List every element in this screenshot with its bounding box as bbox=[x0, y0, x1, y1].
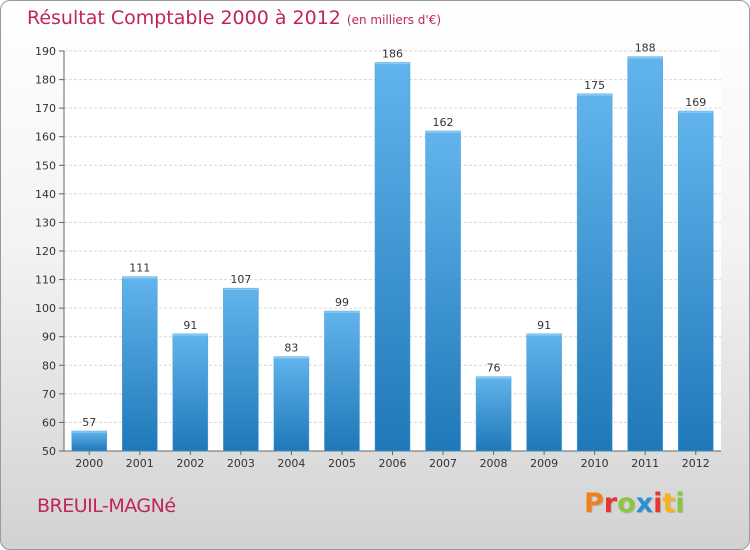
y-tick-label: 100 bbox=[35, 302, 56, 315]
bar-2007 bbox=[425, 130, 461, 452]
bar-2011 bbox=[627, 56, 663, 452]
logo-letter: r bbox=[603, 488, 618, 519]
bar-2003 bbox=[223, 287, 259, 452]
title-text: Résultat Comptable 2000 à 2012 bbox=[27, 7, 341, 29]
logo-letter: i bbox=[653, 488, 663, 519]
x-tick-label: 2004 bbox=[277, 457, 305, 470]
y-tick-label: 130 bbox=[35, 216, 56, 229]
y-tick-label: 80 bbox=[42, 359, 56, 372]
data-label: 188 bbox=[635, 42, 656, 55]
x-tick-label: 2006 bbox=[379, 457, 407, 470]
data-label: 107 bbox=[230, 273, 251, 286]
x-tick-label: 2005 bbox=[328, 457, 356, 470]
commune-name: BREUIL-MAGNé bbox=[37, 495, 176, 517]
y-tick-label: 170 bbox=[35, 102, 56, 115]
logo-letter: x bbox=[635, 488, 654, 519]
y-tick-label: 70 bbox=[42, 388, 56, 401]
x-tick-label: 2000 bbox=[75, 457, 103, 470]
data-label: 162 bbox=[433, 116, 454, 129]
proxiti-logo: Proxiti bbox=[584, 488, 685, 519]
y-tick-label: 190 bbox=[35, 45, 56, 58]
data-label: 175 bbox=[584, 79, 605, 92]
logo-letter: t bbox=[662, 488, 676, 519]
y-tick-label: 140 bbox=[35, 188, 56, 201]
bar-2009 bbox=[526, 333, 562, 452]
bar-2010 bbox=[576, 93, 613, 452]
data-label: 57 bbox=[82, 416, 96, 429]
data-label: 91 bbox=[537, 319, 551, 332]
bar-2001 bbox=[122, 276, 158, 452]
data-label: 91 bbox=[183, 319, 197, 332]
data-label: 169 bbox=[685, 96, 706, 109]
bar-2008 bbox=[475, 376, 512, 452]
x-tick-label: 2001 bbox=[126, 457, 154, 470]
x-tick-label: 2009 bbox=[530, 457, 558, 470]
data-label: 83 bbox=[284, 342, 298, 355]
bar-2002 bbox=[172, 333, 209, 452]
data-label: 111 bbox=[129, 262, 150, 275]
y-tick-label: 180 bbox=[35, 74, 56, 87]
y-tick-label: 50 bbox=[42, 445, 56, 458]
logo-letter: i bbox=[675, 488, 685, 519]
data-label: 186 bbox=[382, 47, 403, 60]
x-tick-label: 2008 bbox=[480, 457, 508, 470]
chart-title: Résultat Comptable 2000 à 2012 (en millie… bbox=[27, 7, 441, 29]
logo-letter: P bbox=[584, 488, 604, 519]
y-tick-label: 150 bbox=[35, 159, 56, 172]
y-tick-label: 60 bbox=[42, 416, 56, 429]
x-tick-label: 2011 bbox=[631, 457, 659, 470]
y-tick-label: 90 bbox=[42, 331, 56, 344]
x-tick-label: 2003 bbox=[227, 457, 255, 470]
bar-2005 bbox=[324, 310, 360, 452]
y-tick-label: 160 bbox=[35, 131, 56, 144]
y-tick-label: 120 bbox=[35, 245, 56, 258]
bar-2012 bbox=[677, 110, 714, 452]
data-label: 99 bbox=[335, 296, 349, 309]
y-tick-label: 110 bbox=[35, 274, 56, 287]
data-label: 76 bbox=[487, 362, 501, 375]
title-unit: (en milliers d'€) bbox=[346, 13, 442, 27]
x-tick-label: 2007 bbox=[429, 457, 457, 470]
bar-2000 bbox=[71, 430, 108, 452]
logo-letter: o bbox=[617, 488, 636, 519]
bar-2004 bbox=[273, 356, 310, 452]
bar-2006 bbox=[374, 62, 411, 452]
x-tick-label: 2002 bbox=[176, 457, 204, 470]
x-tick-label: 2010 bbox=[581, 457, 609, 470]
x-tick-label: 2012 bbox=[682, 457, 710, 470]
